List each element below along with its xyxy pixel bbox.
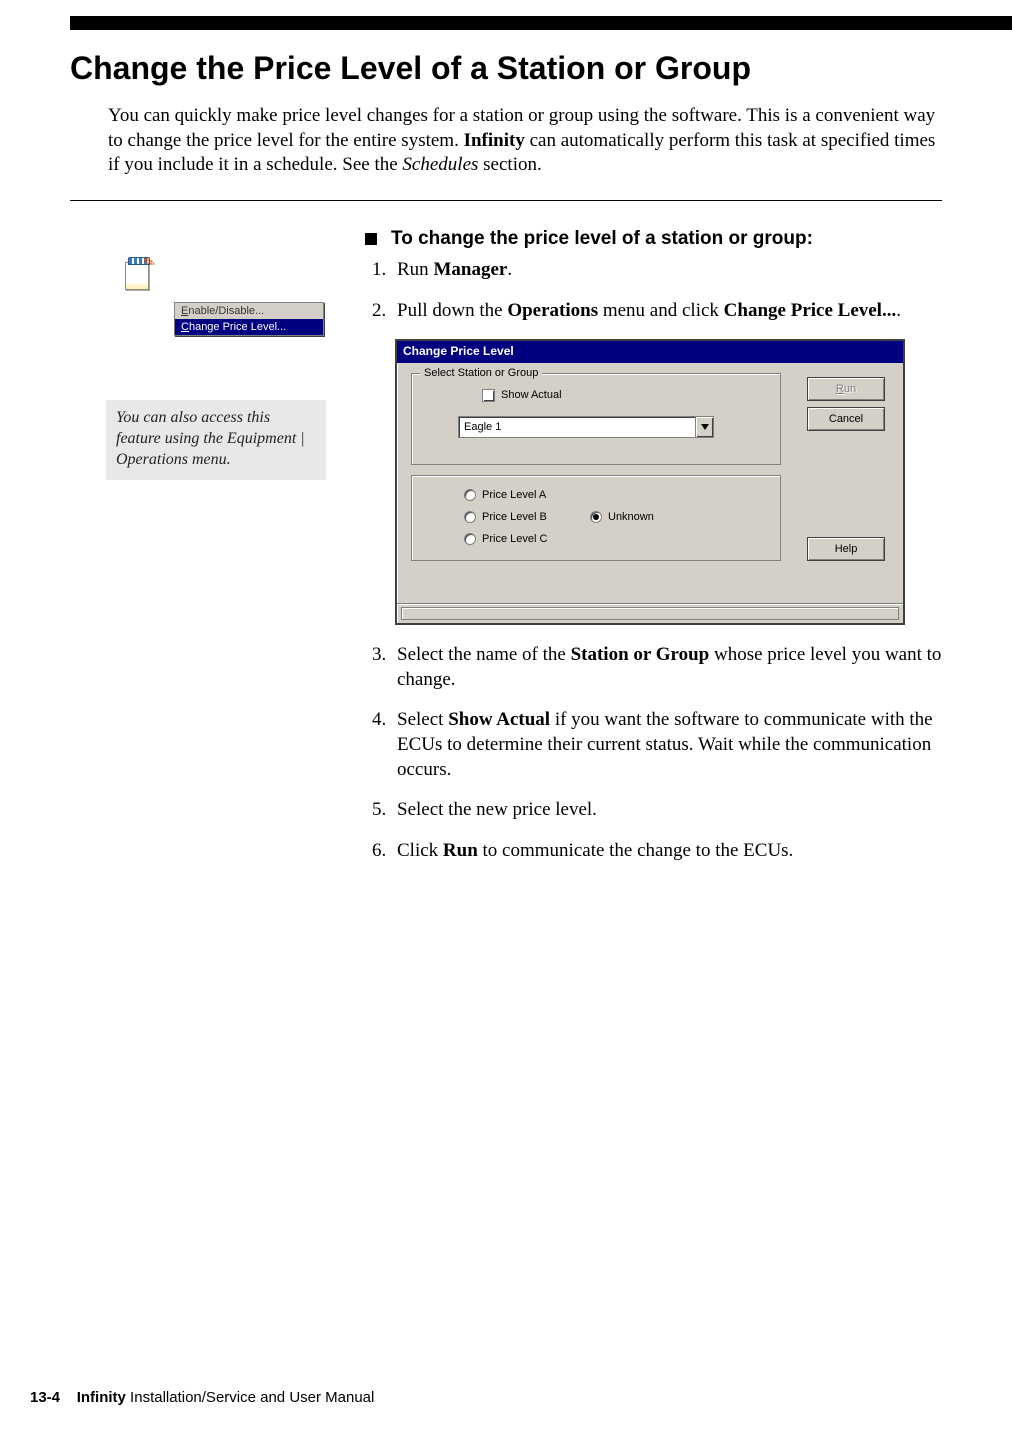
radio-icon: [464, 489, 476, 501]
step-1: Run Manager.: [391, 258, 942, 283]
page-number: 13-4: [30, 1389, 60, 1406]
show-actual-label: Show Actual: [501, 388, 562, 402]
step-5: Select the new price level.: [391, 798, 942, 823]
checkbox-icon: [482, 389, 495, 402]
groupbox-price-level: Price Level A Price Level B Price Level …: [411, 475, 781, 561]
station-group-combo[interactable]: Eagle 1: [458, 416, 714, 438]
groupbox-legend: Select Station or Group: [420, 366, 542, 380]
groupbox-select-station: Select Station or Group Show Actual Eagl…: [411, 373, 781, 465]
help-button[interactable]: Help: [807, 537, 885, 561]
product-name: Infinity: [77, 1389, 126, 1406]
chevron-down-icon[interactable]: [696, 416, 714, 438]
menu-item-change-price-level[interactable]: Change Price Level...: [175, 319, 323, 335]
procedure-heading-text: To change the price level of a station o…: [391, 228, 813, 250]
step-3: Select the name of the Station or Group …: [391, 643, 942, 692]
header-rule: [70, 16, 1012, 30]
step-4: Select Show Actual if you want the softw…: [391, 708, 942, 782]
step-6: Click Run to communicate the change to t…: [391, 839, 942, 864]
procedure-steps: Run Manager. Pull down the Operations me…: [391, 258, 942, 864]
radio-price-level-a[interactable]: Price Level A: [464, 488, 546, 502]
page-title: Change the Price Level of a Station or G…: [70, 50, 751, 87]
bullet-square-icon: [365, 233, 377, 245]
procedure-heading: To change the price level of a station o…: [365, 228, 942, 250]
radio-unknown[interactable]: Unknown: [590, 510, 654, 524]
show-actual-checkbox[interactable]: Show Actual: [482, 388, 562, 402]
radio-price-level-b[interactable]: Price Level B: [464, 510, 547, 524]
cancel-button[interactable]: Cancel: [807, 407, 885, 431]
footer-rest: Installation/Service and User Manual: [126, 1389, 374, 1406]
sidebar-note: You can also access this feature using t…: [106, 400, 326, 480]
combo-value: Eagle 1: [458, 416, 696, 438]
intro-paragraph: You can quickly make price level changes…: [108, 104, 942, 178]
step-2: Pull down the Operations menu and click …: [391, 299, 942, 324]
menu-item-enable-disable[interactable]: Enable/Disable...: [175, 303, 323, 319]
change-price-level-dialog: Change Price Level Select Station or Gro…: [395, 339, 905, 625]
radio-icon: [590, 511, 602, 523]
run-button[interactable]: Run: [807, 377, 885, 401]
radio-icon: [464, 533, 476, 545]
radio-icon: [464, 511, 476, 523]
radio-price-level-c[interactable]: Price Level C: [464, 532, 547, 546]
dialog-titlebar: Change Price Level: [397, 341, 903, 363]
notepad-icon: [125, 262, 149, 290]
page-footer: 13-4 Infinity Installation/Service and U…: [30, 1389, 374, 1406]
mini-menu: Enable/Disable... Change Price Level...: [174, 302, 324, 336]
dialog-statusbar: [397, 603, 903, 623]
divider-rule: [70, 200, 942, 201]
